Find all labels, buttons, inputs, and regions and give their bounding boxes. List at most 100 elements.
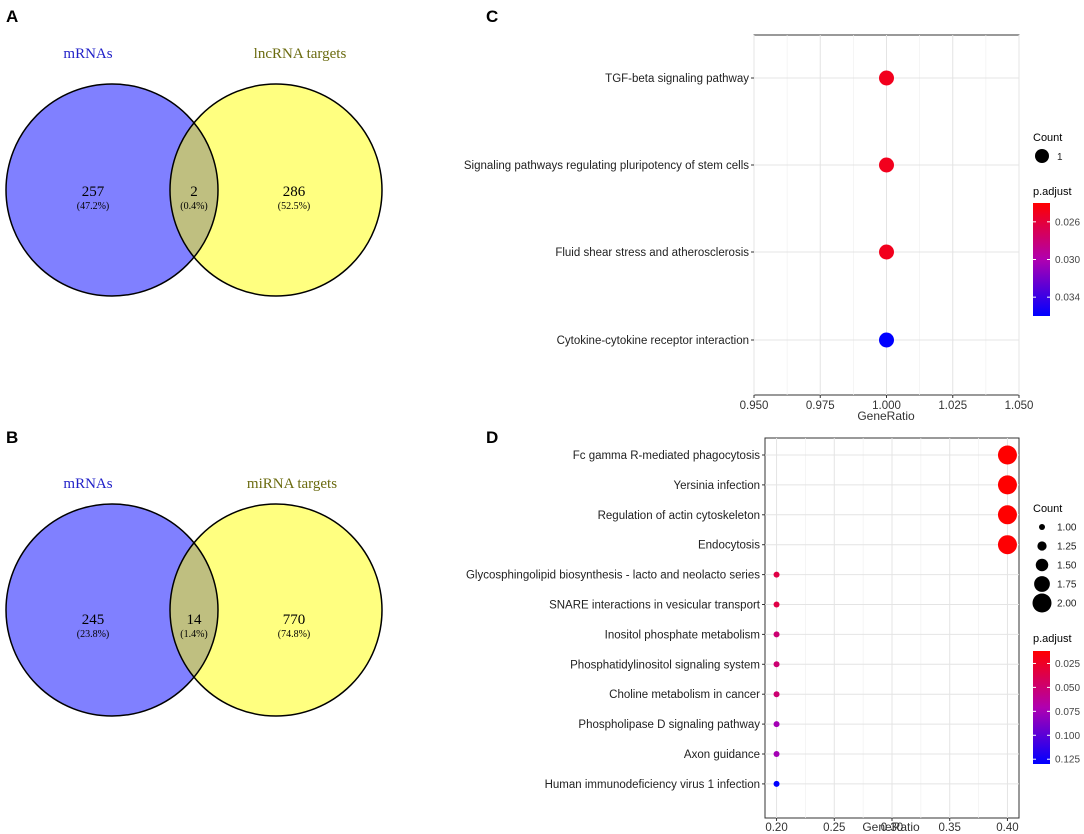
plot-d-x-tick-label: 0.40 — [996, 822, 1018, 834]
plot-c-size-legend: 1 — [1035, 149, 1063, 163]
plot-c-y-tick-label: TGF-beta signaling pathway — [605, 73, 749, 85]
plot-c-point — [879, 157, 894, 173]
plot-c-color-legend-title: p.adjust — [1033, 186, 1072, 198]
plot-d-y-tick-label: Choline metabolism in cancer — [609, 689, 760, 701]
panel-label-b: B — [6, 428, 18, 447]
plot-d-color-tick-label: 0.100 — [1055, 731, 1080, 742]
plot-d-point — [997, 535, 1017, 555]
plot-d-point — [773, 661, 780, 668]
venn-diagram-a: mRNAs lncRNA targets 257 (47.2%) 2 (0.4%… — [5, 46, 383, 297]
plot-d-y-tick-label: Phosphatidylinositol signaling system — [570, 659, 760, 671]
plot-d-color-tick-label: 0.075 — [1055, 707, 1080, 718]
plot-d-x-axis: 0.20 0.25 0.30 0.35 0.40 — [765, 818, 1019, 834]
plot-c-y-tick-label: Signaling pathways regulating pluripoten… — [464, 160, 749, 172]
plot-d-color-tick-label: 0.125 — [1055, 755, 1080, 766]
plot-c-x-title: GeneRatio — [857, 409, 915, 423]
plot-c-size-legend-label: 1 — [1057, 152, 1063, 163]
plot-c-x-tick-label: 0.950 — [740, 400, 769, 412]
plot-d-size-legend-label: 1.25 — [1057, 542, 1077, 553]
venn-b-percent-right: (74.8%) — [278, 629, 311, 640]
venn-a-right-circle — [170, 84, 382, 296]
plot-d-points — [773, 445, 1017, 787]
plot-d-point — [997, 445, 1017, 465]
plot-d-y-tick-label: Regulation of actin cytoskeleton — [598, 510, 760, 522]
venn-diagram-b: mRNAs miRNA targets 245 (23.8%) 14 (1.4%… — [5, 476, 383, 717]
plot-d-color-legend-ticks: 0.025 0.050 0.075 0.100 0.125 — [1033, 659, 1080, 766]
venn-a-count-overlap: 2 — [190, 184, 198, 200]
plot-d-point — [773, 721, 780, 728]
venn-b-set-label-left: mRNAs — [63, 476, 112, 492]
venn-a-percent-right: (52.5%) — [278, 201, 311, 212]
plot-d-y-tick-label: Yersinia infection — [673, 480, 760, 492]
plot-d-size-legend-key — [1037, 541, 1047, 551]
plot-c-color-tick-label: 0.026 — [1055, 217, 1080, 228]
plot-d-y-tick-label: Glycosphingolipid biosynthesis - lacto a… — [466, 570, 760, 582]
venn-b-overlap — [169, 542, 219, 678]
plot-c-color-bar — [1033, 203, 1050, 316]
plot-c-color-tick-label: 0.034 — [1055, 293, 1080, 304]
venn-b-count-left: 245 — [82, 612, 105, 628]
plot-d-size-legend-label: 1.75 — [1057, 580, 1077, 591]
venn-b-left-circle — [6, 504, 218, 716]
venn-a-left-outline — [5, 83, 219, 297]
plot-d-size-legend-key — [1034, 576, 1050, 592]
plot-d-color-tick-label: 0.025 — [1055, 659, 1080, 670]
plot-d-point — [773, 571, 780, 578]
venn-b-set-label-right: miRNA targets — [247, 476, 337, 492]
plot-d-point — [773, 780, 780, 787]
venn-b-count-right: 770 — [283, 612, 306, 628]
plot-d-color-tick-label: 0.050 — [1055, 683, 1080, 694]
venn-a-left-circle — [6, 84, 218, 296]
venn-b-count-overlap: 14 — [187, 612, 203, 628]
plot-d-size-legend-label: 1.00 — [1057, 523, 1077, 534]
panel-label-a: A — [6, 7, 18, 26]
venn-a-percent-left: (47.2%) — [77, 201, 110, 212]
plot-d-size-legend-key — [1039, 524, 1045, 530]
plot-d-y-axis: Fc gamma R-mediated phagocytosis Yersinia… — [466, 450, 765, 791]
plot-d-x-tick-label: 0.30 — [881, 822, 903, 834]
plot-c-color-tick-label: 0.030 — [1055, 255, 1080, 266]
plot-d-point — [773, 631, 780, 638]
venn-a-set-label-left: mRNAs — [63, 46, 112, 62]
plot-d-color-legend-title: p.adjust — [1033, 633, 1072, 645]
plot-c-x-tick-label: 0.975 — [806, 400, 835, 412]
plot-d-x-title: GeneRatio — [862, 820, 920, 834]
plot-c-color-legend-ticks: 0.026 0.030 0.034 — [1033, 217, 1080, 304]
plot-c-size-legend-key — [1035, 149, 1049, 163]
plot-d-y-tick-label: Fc gamma R-mediated phagocytosis — [573, 450, 761, 462]
dotplot-d: Fc gamma R-mediated phagocytosis Yersinia… — [466, 437, 1080, 834]
venn-b-percent-left: (23.8%) — [77, 629, 110, 640]
plot-c-size-legend-title: Count — [1033, 132, 1062, 144]
venn-a-percent-overlap: (0.4%) — [180, 201, 208, 212]
venn-b-percent-overlap: (1.4%) — [180, 629, 208, 640]
plot-d-point — [773, 691, 780, 698]
plot-d-y-tick-label: Phospholipase D signaling pathway — [578, 719, 760, 731]
plot-d-y-tick-label: Endocytosis — [698, 540, 760, 552]
plot-d-point — [997, 475, 1017, 495]
plot-d-y-tick-label: Human immunodeficiency virus 1 infection — [545, 779, 760, 791]
plot-d-y-tick-label: SNARE interactions in vesicular transpor… — [549, 600, 761, 612]
plot-d-x-tick-label: 0.20 — [765, 822, 787, 834]
venn-b-left-outline — [5, 503, 219, 717]
dotplot-c: TGF-beta signaling pathway Signaling path… — [464, 34, 1080, 423]
venn-a-right-outline — [169, 83, 383, 297]
plot-d-point — [773, 601, 780, 608]
plot-d-size-legend-key — [1035, 558, 1049, 572]
plot-c-x-axis: 0.950 0.975 1.000 1.025 1.050 — [740, 395, 1033, 412]
plot-c-y-axis: TGF-beta signaling pathway Signaling path… — [464, 73, 754, 347]
venn-b-right-outline — [169, 503, 383, 717]
plot-d-y-tick-label: Inositol phosphate metabolism — [605, 629, 760, 641]
venn-a-overlap — [169, 122, 218, 258]
venn-a-count-right: 286 — [283, 184, 306, 200]
plot-d-x-tick-label: 0.25 — [823, 822, 845, 834]
plot-c-x-tick-label: 1.000 — [872, 400, 901, 412]
plot-c-point — [879, 244, 894, 260]
plot-d-point — [773, 751, 780, 757]
plot-d-size-legend-label: 2.00 — [1057, 599, 1077, 610]
plot-c-point — [879, 70, 894, 86]
venn-a-count-left: 257 — [82, 184, 105, 200]
plot-d-color-bar — [1033, 651, 1050, 764]
venn-a-set-label-right: lncRNA targets — [254, 46, 347, 62]
plot-d-x-tick-label: 0.35 — [939, 822, 961, 834]
panel-label-d: D — [486, 428, 498, 447]
